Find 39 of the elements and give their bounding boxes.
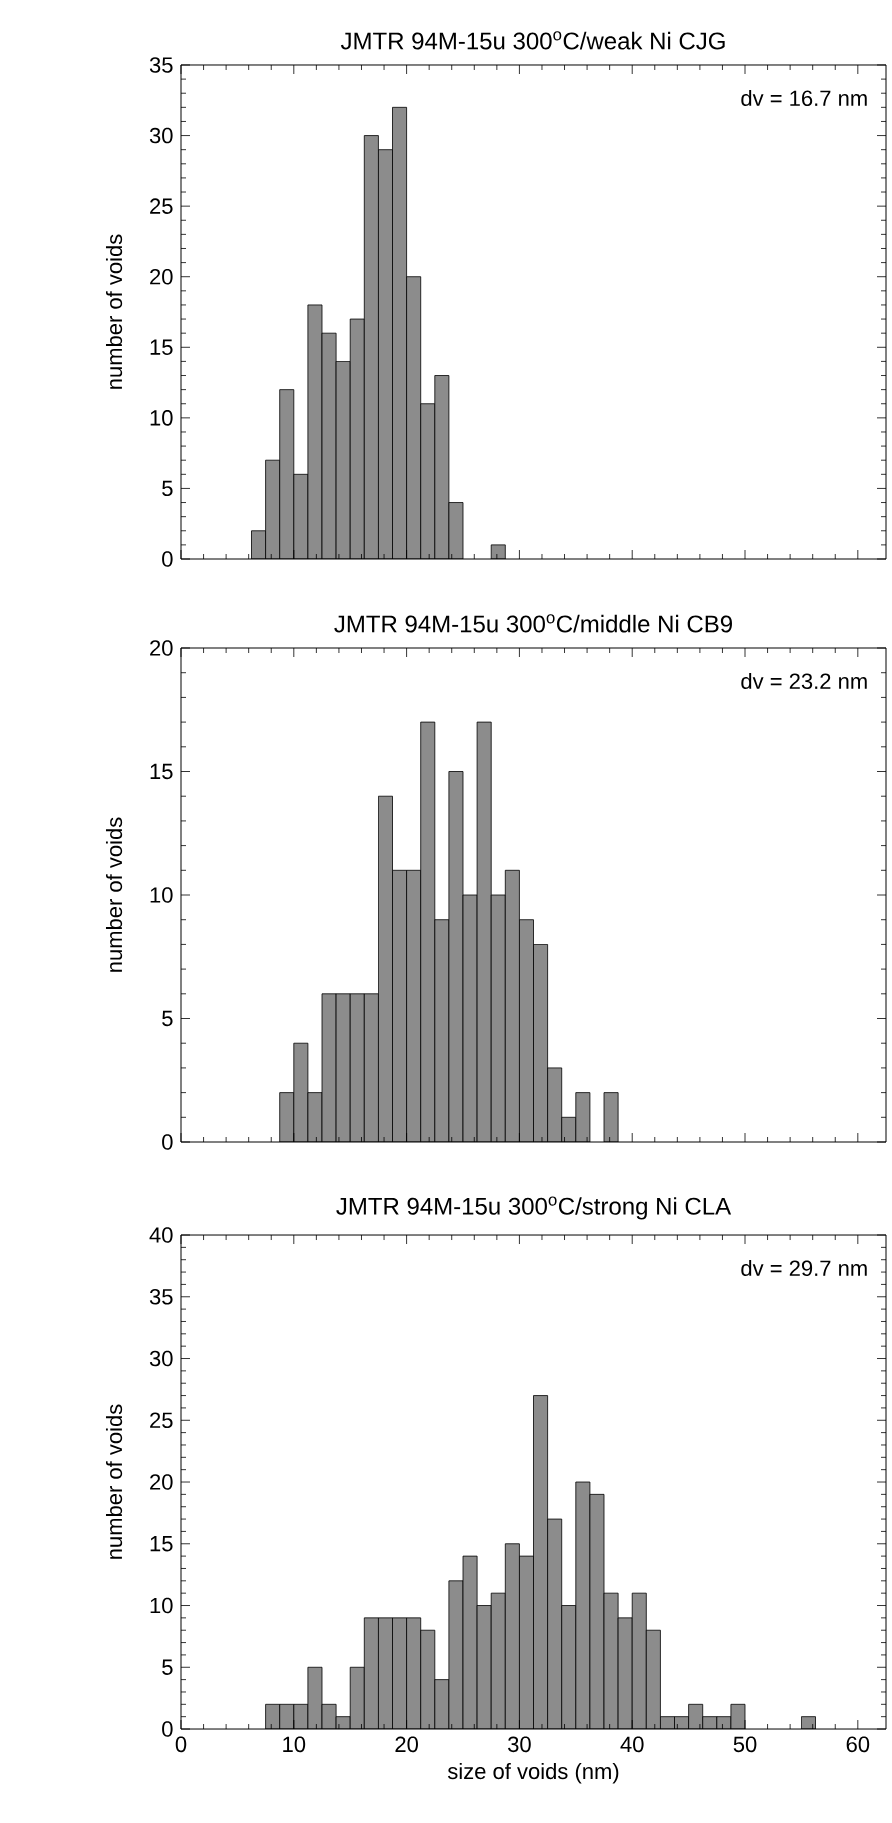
annotation: dv = 23.2 nm (741, 672, 867, 690)
y-tick-label: 20 (150, 268, 173, 285)
y-tick-label: 0 (162, 1721, 173, 1737)
chart-title: JMTR 94M-15u 300$^{o}$C/strong Ni CLA (336, 1196, 732, 1220)
y-tick-label: 30 (149, 127, 173, 144)
x-tick-label: 60 (846, 1736, 870, 1753)
y-tick-label: 20 (150, 640, 173, 656)
y-tick-label: 5 (162, 1659, 173, 1675)
y-tick-label: 15 (150, 763, 173, 780)
y-tick-label: 20 (150, 1474, 173, 1490)
x-tick-label: 20 (395, 1736, 418, 1753)
y-tick-label: 0 (162, 1134, 173, 1150)
y-tick-label: 25 (150, 1412, 173, 1429)
x-tick-label: 0 (175, 1736, 187, 1753)
y-tick-label: 40 (149, 1227, 173, 1243)
y-tick-label: 25 (150, 198, 173, 214)
x-tick-label: 10 (283, 1736, 306, 1753)
y-tick-label: 35 (149, 1288, 173, 1305)
y-axis-title: number of voids (105, 234, 123, 389)
y-tick-label: 5 (162, 1010, 173, 1027)
y-tick-label: 15 (150, 1536, 173, 1552)
y-tick-label: 0 (162, 551, 173, 567)
chart-title: JMTR 94M-15u 300$^{o}$C/middle Ni CB9 (334, 614, 732, 633)
x-tick-label: 40 (620, 1736, 644, 1753)
y-tick-label: 10 (150, 887, 173, 903)
y-tick-label: 30 (149, 1350, 173, 1367)
x-tick-label: 30 (508, 1736, 531, 1753)
y-tick-label: 10 (150, 1597, 173, 1614)
y-axis-title: number of voids (105, 1404, 123, 1559)
y-tick-label: 10 (150, 410, 173, 426)
annotation: dv = 29.7 nm (741, 1259, 867, 1277)
annotation: dv = 16.7 nm (741, 89, 867, 107)
y-axis-title: number of voids (105, 817, 123, 972)
x-tick-label: 50 (733, 1736, 757, 1753)
y-tick-label: 15 (150, 339, 173, 355)
chart-title: JMTR 94M-15u 300$^{o}$C/weak Ni CJG (340, 31, 725, 50)
y-tick-label: 35 (149, 57, 173, 73)
x-axis-title: size of voids (nm) (447, 1763, 619, 1784)
y-tick-label: 5 (162, 480, 173, 497)
